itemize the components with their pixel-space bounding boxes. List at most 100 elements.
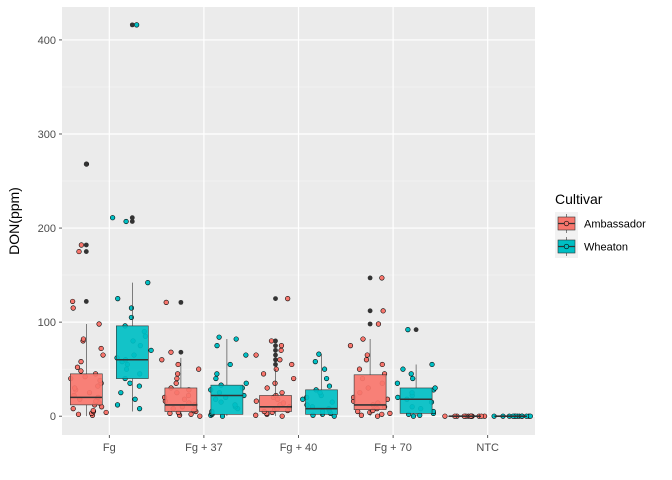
x-tick-label: Fg + 37 <box>185 442 223 454</box>
data-point <box>136 406 143 412</box>
data-point <box>214 343 220 349</box>
data-point <box>173 380 179 386</box>
outlier-point <box>273 338 278 344</box>
data-point <box>148 347 154 353</box>
data-point <box>278 343 285 349</box>
data-point <box>410 375 416 382</box>
data-point <box>76 248 82 255</box>
data-point <box>100 352 106 358</box>
data-point <box>163 299 169 305</box>
grid-major <box>62 7 535 435</box>
data-point <box>264 385 270 391</box>
data-point <box>145 280 151 286</box>
data-point <box>80 336 87 342</box>
data-point <box>216 334 222 340</box>
boxplot-ambassador-1 <box>164 357 198 417</box>
data-point <box>374 413 381 419</box>
data-point <box>277 357 283 363</box>
data-point <box>128 305 135 311</box>
y-tick-label: 300 <box>38 129 56 141</box>
outlier-point <box>413 327 419 333</box>
data-point <box>356 366 363 372</box>
outlier-point <box>273 362 278 367</box>
data-point <box>253 398 259 404</box>
data-point <box>214 371 220 377</box>
data-point <box>98 345 104 352</box>
y-tick-label: 400 <box>38 35 56 47</box>
y-tick-label: 100 <box>38 317 56 329</box>
data-point <box>78 368 84 374</box>
x-axis: Fg Fg + 37 Fg + 40 Fg + 70 NTC <box>103 435 499 454</box>
outlier-point <box>273 347 278 353</box>
outlier-point <box>273 352 278 358</box>
box <box>399 387 433 414</box>
y-axis: 0 100 200 300 400 <box>38 35 62 423</box>
data-point <box>123 218 129 225</box>
outlier-point <box>129 215 135 221</box>
data-point <box>175 371 181 377</box>
data-point <box>316 351 322 357</box>
data-point <box>70 406 76 412</box>
data-point <box>358 412 365 418</box>
data-point <box>321 366 328 372</box>
data-point <box>174 375 180 382</box>
data-point <box>273 366 279 372</box>
data-point <box>115 296 121 302</box>
data-point <box>213 375 219 382</box>
data-point <box>134 22 140 28</box>
data-point <box>175 361 181 368</box>
x-tick-label: Fg + 40 <box>280 442 318 454</box>
x-tick-label: Fg + 70 <box>374 442 412 454</box>
outlier-point <box>83 242 89 248</box>
data-point <box>70 298 76 305</box>
boxplot-wheaton-4 <box>494 415 528 417</box>
data-point <box>360 336 366 342</box>
data-point <box>272 380 278 386</box>
data-point <box>70 305 76 311</box>
boxplot-wheaton-1 <box>210 339 244 417</box>
data-point <box>136 383 142 389</box>
data-point <box>432 385 438 391</box>
data-point <box>379 411 385 417</box>
legend-label-wheaton: Wheaton <box>584 242 628 254</box>
legend-key-ambassador <box>555 212 578 235</box>
data-point <box>285 296 291 302</box>
data-point <box>243 380 249 386</box>
outlier-point <box>367 321 373 327</box>
legend-key-point <box>563 220 570 227</box>
data-point <box>127 380 133 386</box>
data-point <box>233 336 239 342</box>
data-point <box>197 413 203 419</box>
box <box>210 384 244 415</box>
box <box>70 373 103 406</box>
data-point <box>410 413 417 419</box>
data-point <box>227 361 233 368</box>
data-point <box>279 390 285 396</box>
data-point <box>110 215 116 221</box>
data-point <box>90 407 96 414</box>
data-point <box>405 327 411 333</box>
x-tick-label: NTC <box>476 442 499 454</box>
data-point <box>375 321 382 327</box>
boxplot-ambassador-2 <box>259 369 292 417</box>
data-point <box>78 242 84 248</box>
data-point <box>118 390 124 396</box>
data-point <box>103 409 109 416</box>
data-point <box>323 375 330 382</box>
box <box>116 325 149 379</box>
y-tick-label: 200 <box>38 223 56 235</box>
data-point <box>279 413 285 419</box>
outlier-point <box>83 161 89 167</box>
legend-key-point <box>563 243 570 250</box>
outlier-point <box>129 22 135 28</box>
data-point <box>74 364 81 370</box>
outlier-point <box>129 219 135 224</box>
y-axis-title: DON(ppm) <box>6 187 22 255</box>
boxplot-wheaton-2 <box>305 354 338 417</box>
data-point <box>243 352 249 358</box>
data-point <box>379 275 385 281</box>
data-point <box>379 361 385 368</box>
box <box>353 374 387 410</box>
data-point <box>289 361 295 368</box>
